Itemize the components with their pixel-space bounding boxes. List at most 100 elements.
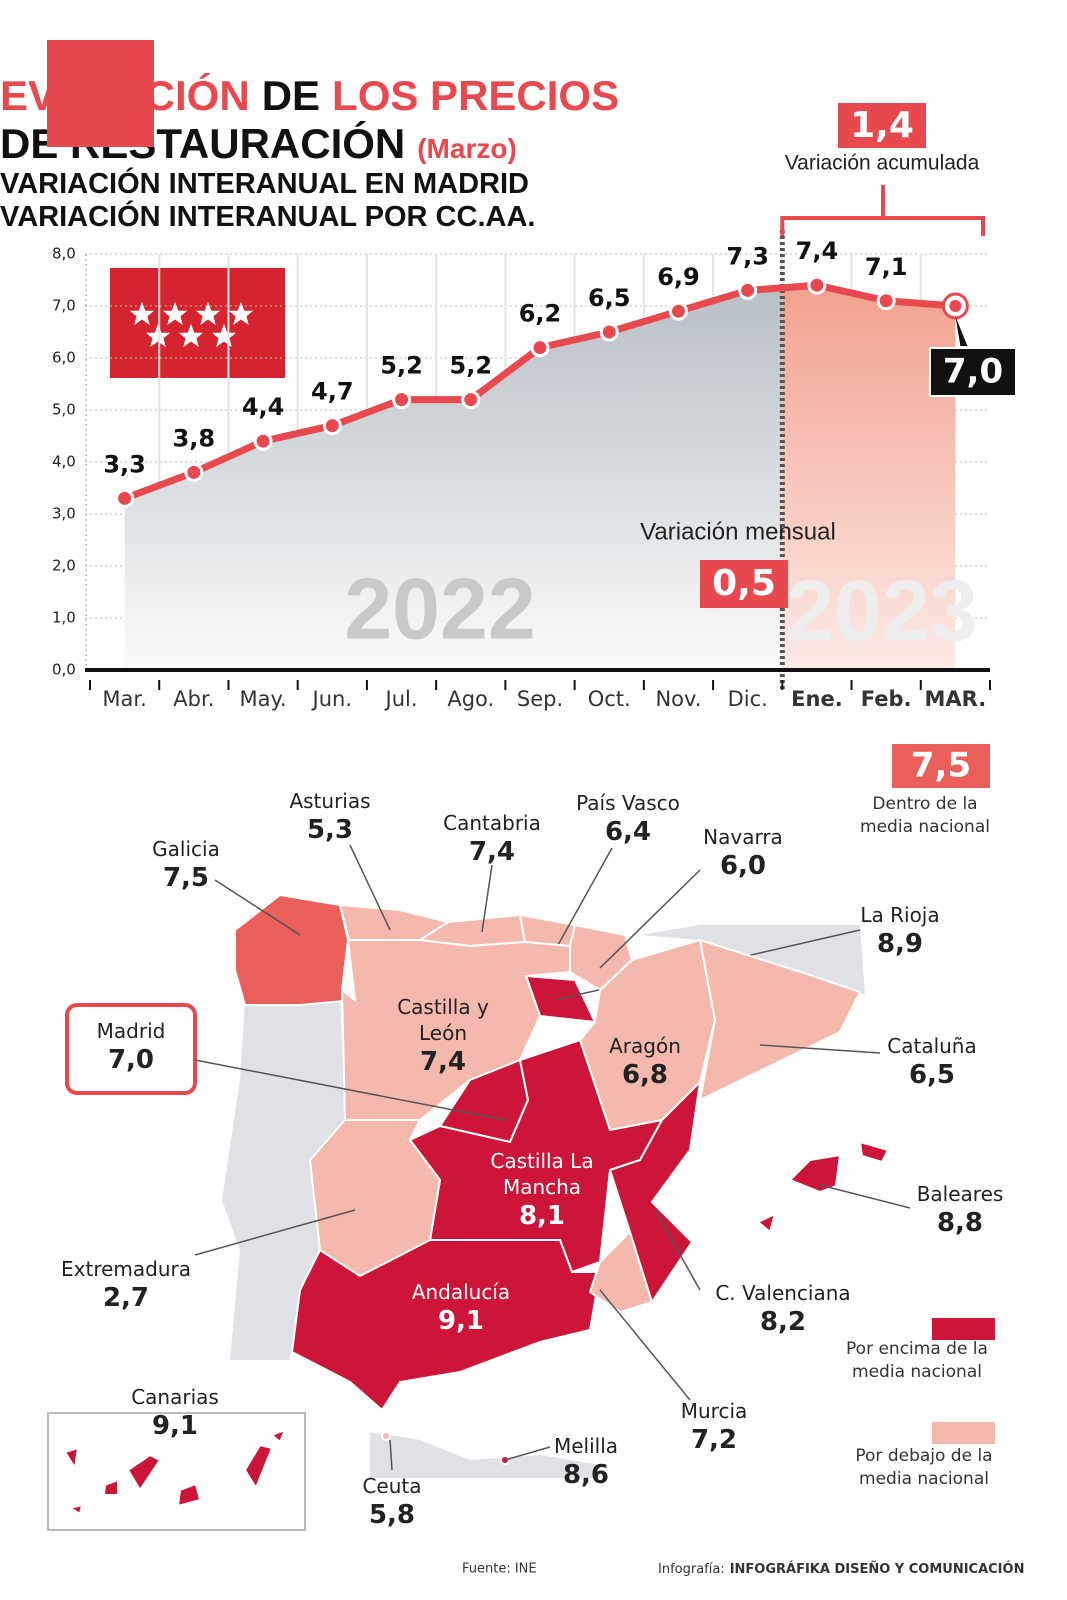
- value-label: 7,1: [865, 253, 908, 281]
- x-tick-label: MAR.: [925, 687, 987, 711]
- x-tick-label: Sep.: [517, 687, 563, 711]
- region-label: País Vasco 6,4: [528, 790, 728, 848]
- point: [253, 431, 273, 451]
- region-name: Cataluña: [887, 1034, 977, 1058]
- legend-value: 7,5: [911, 746, 971, 786]
- region-value: 5,8: [368, 1500, 416, 1530]
- logo-text: ELER: [18, 18, 100, 36]
- point: [322, 416, 342, 436]
- legend-text: Por encima de la: [846, 1339, 988, 1359]
- region-label: Baleares 8,8: [860, 1181, 1060, 1239]
- value-label: 5,2: [450, 352, 493, 380]
- point: [599, 322, 619, 342]
- annotation-text: Variación mensual: [640, 518, 836, 545]
- leader-line: [599, 869, 701, 969]
- region-label: Andalucía 9,1: [361, 1279, 561, 1337]
- region-label: C. Valenciana 8,2: [683, 1280, 883, 1338]
- value-label-box: [929, 347, 1017, 397]
- region-name: Melilla: [553, 1434, 619, 1458]
- point: [392, 390, 412, 410]
- leader-line: [504, 1446, 551, 1461]
- legend-text: Por debajo de la: [855, 1446, 992, 1466]
- x-tick-label: Nov.: [655, 687, 701, 711]
- value-label: 7,4: [796, 237, 839, 265]
- title-part: LOS PRECIOS: [332, 72, 620, 119]
- region-value: 7,4: [468, 837, 516, 867]
- region-value: 6,8: [621, 1060, 669, 1090]
- leader-line: [819, 1184, 911, 1209]
- leader-line: [557, 847, 613, 946]
- canarias-inset: [47, 1412, 306, 1531]
- value-label: 6,2: [519, 300, 562, 328]
- region-name: Madrid: [96, 1019, 166, 1043]
- area-2023: [782, 285, 956, 670]
- region-label: Madrid 7,0: [31, 1018, 231, 1076]
- credit-name: INFOGRÁFIKA DISEÑO Y COMUNICACIÓN: [730, 1561, 1025, 1577]
- region-name: Castilla y León: [397, 995, 489, 1045]
- annotation-text: Variación acumulada: [785, 152, 980, 175]
- region: [858, 1140, 890, 1164]
- credit-label: Infografía:: [658, 1562, 725, 1577]
- region-label: Castilla La Mancha 8,1: [467, 1148, 617, 1232]
- x-tick-label: Ago.: [447, 687, 494, 711]
- x-tick-label: Mar.: [102, 687, 146, 711]
- region-value: 8,6: [562, 1460, 610, 1490]
- legend-swatch: [932, 1422, 995, 1444]
- region-label: Ceuta 5,8: [292, 1473, 492, 1531]
- point: [184, 462, 204, 482]
- x-tick-label: May.: [240, 687, 287, 711]
- y-tick-label: 6,0: [52, 349, 76, 367]
- leader-line: [194, 1059, 506, 1121]
- region-value: 6,0: [719, 851, 767, 881]
- value-label: 7,0: [943, 352, 1003, 392]
- point: [115, 488, 135, 508]
- value-label: 3,8: [173, 424, 216, 452]
- period-label: 2023: [786, 564, 977, 660]
- region-name: País Vasco: [576, 791, 680, 815]
- region-label: La Rioja 8,9: [800, 902, 1000, 960]
- region-value: 5,3: [306, 815, 354, 845]
- region: [788, 1153, 842, 1194]
- legend-text: media nacional: [859, 1469, 989, 1489]
- region-value: 6,4: [604, 817, 652, 847]
- legend-text: media nacional: [860, 817, 990, 837]
- region-name: Canarias: [131, 1385, 219, 1409]
- legend-swatch: [892, 744, 990, 788]
- legend-text: Dentro de la: [872, 794, 977, 814]
- leader-line: [599, 1289, 691, 1401]
- madrid-flag: [110, 268, 285, 378]
- leader-line: [214, 879, 301, 936]
- region: [63, 1446, 80, 1471]
- region-name: Galicia: [152, 837, 220, 861]
- point: [876, 291, 896, 311]
- chart-title: VARIACIÓN INTERANUAL EN MADRID: [0, 168, 529, 200]
- y-tick-label: 3,0: [52, 505, 76, 523]
- value-label: 4,7: [311, 378, 354, 406]
- area-2022: [124, 287, 783, 670]
- logo-box: [47, 40, 154, 147]
- y-tick-label: 0,0: [52, 661, 76, 679]
- region-name: Baleares: [916, 1182, 1004, 1206]
- region-name: Castilla La Mancha: [490, 1149, 594, 1199]
- y-tick-label: 2,0: [52, 557, 76, 575]
- bracket: [780, 185, 985, 236]
- region: [290, 1239, 602, 1412]
- region: [588, 1230, 654, 1314]
- region-label: Cantabria 7,4: [392, 810, 592, 868]
- region-value: 8,1: [518, 1201, 566, 1231]
- value-label: 7,3: [726, 242, 769, 270]
- y-tick-label: 8,0: [52, 245, 76, 263]
- leader-line: [759, 1044, 881, 1054]
- source: Fuente: INE: [462, 1562, 537, 1577]
- x-tick-label: Dic.: [728, 687, 768, 711]
- period-label: 2022: [344, 562, 535, 658]
- region-name: Navarra: [703, 825, 783, 849]
- legend-swatch: [932, 1318, 995, 1340]
- legend-text: media nacional: [852, 1362, 982, 1382]
- region: [340, 939, 571, 1121]
- region-name: Murcia: [680, 1399, 748, 1423]
- region-name: C. Valenciana: [715, 1281, 851, 1305]
- point: [461, 390, 481, 410]
